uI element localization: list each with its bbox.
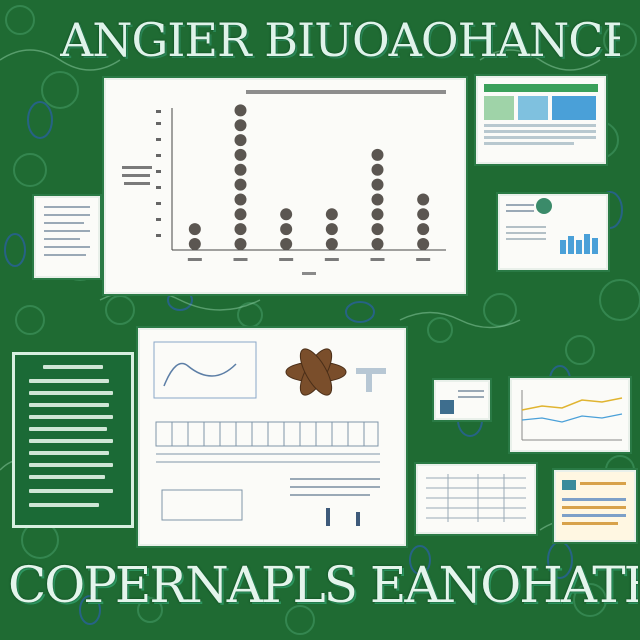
left-document-card (34, 196, 100, 278)
y-axis-ticks (156, 110, 161, 237)
center-research-panel (138, 328, 406, 546)
x-tick-label (370, 258, 385, 261)
bar-dot (417, 193, 430, 206)
small-figure-card (434, 380, 490, 420)
green-notice-board (12, 352, 134, 528)
bar-dot (371, 178, 384, 191)
bar-dot (188, 223, 201, 236)
bar-dot (234, 163, 247, 176)
bar-dot (371, 193, 384, 206)
bar-dot (325, 238, 338, 250)
bar-dot (234, 223, 247, 236)
dot-bar-chart (122, 90, 446, 275)
bar-dot (234, 193, 247, 206)
bar-dot (280, 208, 293, 221)
bar-dot (234, 148, 247, 161)
dashboard-thumbnail (476, 76, 606, 164)
x-axis-label-placeholder (302, 272, 316, 275)
x-tick-label (416, 258, 431, 261)
line-chart-graphic (521, 390, 623, 441)
bar-dot (234, 208, 247, 221)
poster-title: ANGIER BIUOAOHANCE SHY (60, 13, 620, 67)
summary-card-graphic (562, 480, 626, 525)
x-tick-label (279, 258, 294, 261)
bar-thumbnail (498, 194, 608, 270)
main-chart-panel (104, 78, 466, 294)
bar-dot (371, 148, 384, 161)
bar-dot (417, 223, 430, 236)
small-figure-graphic (440, 390, 484, 414)
bar-dot (325, 208, 338, 221)
bar-dot (234, 104, 247, 117)
bar-dot (280, 238, 293, 250)
bar-dot (371, 163, 384, 176)
table-graphic (426, 474, 526, 522)
bar-dot (371, 208, 384, 221)
bar-dot (234, 134, 247, 147)
summary-card (554, 470, 636, 542)
table-card (416, 464, 536, 534)
bar-dot (371, 238, 384, 250)
chart-marks (188, 104, 430, 250)
chart-title-placeholder (246, 90, 446, 94)
line-chart-card (510, 378, 630, 452)
bar-dot (417, 238, 430, 250)
bar-dot (234, 119, 247, 132)
bar-dot (234, 178, 247, 191)
bar-dot (280, 223, 293, 236)
x-tick-label (233, 258, 248, 261)
bar-dot (417, 208, 430, 221)
bar-dot (371, 223, 384, 236)
y-axis-label-placeholder (122, 166, 152, 185)
dashboard-graphic (484, 84, 598, 145)
x-tick-labels (187, 258, 431, 261)
starfish-illustration (285, 348, 347, 396)
x-tick-label (187, 258, 202, 261)
bar-dot (188, 238, 201, 250)
bar-dot (234, 238, 247, 250)
poster-footer: COPERNAPLS EANOHATHAs (8, 556, 638, 614)
bar-dot (325, 223, 338, 236)
x-tick-label (324, 258, 339, 261)
bar-thumbnail-graphic (506, 198, 598, 254)
center-panel-graphic (153, 341, 386, 526)
left-document-lines (44, 206, 90, 256)
